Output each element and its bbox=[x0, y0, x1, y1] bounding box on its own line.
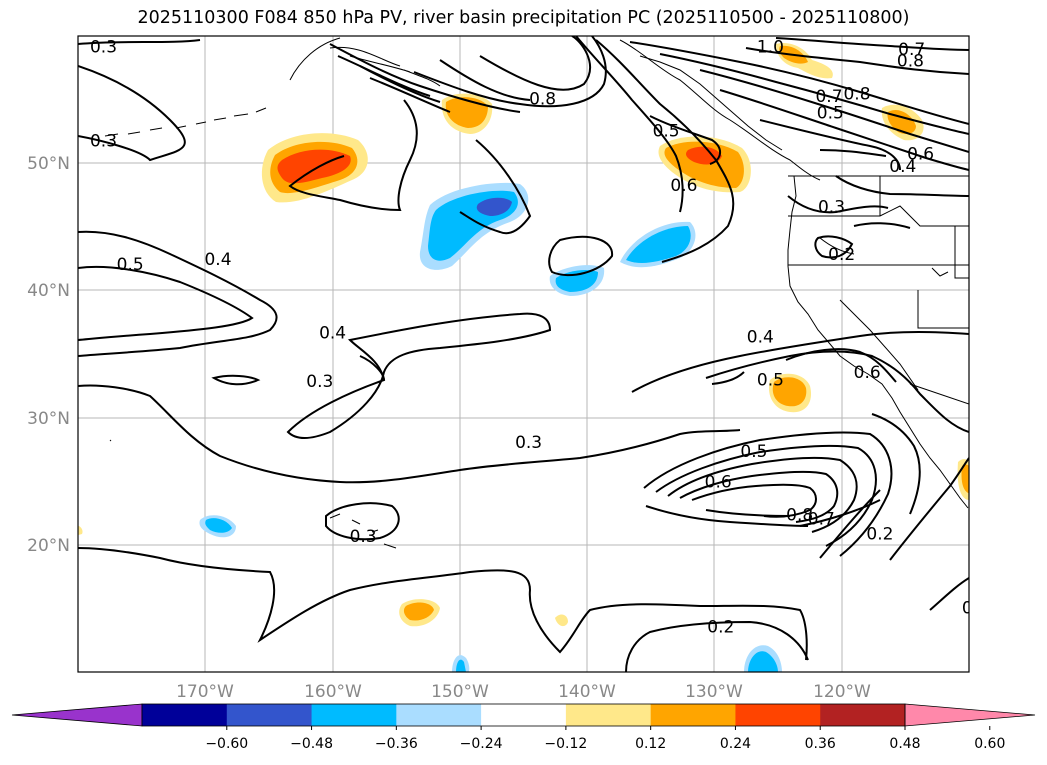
contour-label: 0.5 bbox=[817, 104, 844, 124]
colorbar-tick-label: 0.36 bbox=[805, 736, 836, 752]
contour-label: 0.7 bbox=[808, 509, 835, 529]
map-title: 2025110300 F084 850 hPa PV, river basin … bbox=[137, 8, 910, 28]
colorbar-segment bbox=[311, 704, 397, 726]
lon-label-120w: 120°W bbox=[813, 682, 871, 702]
colorbar-segment bbox=[650, 704, 736, 726]
contour-label: 0.3 bbox=[90, 37, 117, 57]
precip-shading bbox=[78, 42, 969, 672]
contour-label: 0.8 bbox=[529, 90, 556, 110]
colorbar-segment bbox=[481, 704, 567, 726]
contour-label: 0.3 bbox=[306, 372, 333, 392]
colorbar-frame bbox=[141, 703, 906, 727]
map-border bbox=[77, 35, 970, 673]
lat-label-50n: 50°N bbox=[27, 154, 70, 174]
colorbar-tick-label: −0.48 bbox=[290, 736, 333, 752]
contour-label: 0.4 bbox=[889, 157, 916, 177]
contour-label: 0.2 bbox=[707, 618, 734, 638]
contour-label: 0.3 bbox=[90, 132, 117, 152]
contour-label: 0.2 bbox=[962, 598, 989, 618]
contour-label: 0.6 bbox=[705, 473, 732, 493]
contour-label: 0.6 bbox=[854, 363, 881, 383]
contour-label: 0.7 bbox=[815, 87, 842, 107]
lat-label-40n: 40°N bbox=[27, 281, 70, 301]
colorbar-segment bbox=[565, 704, 652, 726]
colorbar-segment bbox=[735, 704, 821, 726]
colorbar-segment bbox=[820, 704, 906, 726]
lon-label-130w: 130°W bbox=[685, 682, 743, 702]
colorbar-tick-label: −0.24 bbox=[460, 736, 503, 752]
contour-label: 1.0 bbox=[757, 37, 784, 57]
contour-label: 0.8 bbox=[786, 506, 813, 526]
colorbar-segment bbox=[142, 704, 228, 726]
contour-label: 0.3 bbox=[818, 198, 845, 218]
contour-label: 0.6 bbox=[907, 144, 934, 164]
colorbar-extend-low bbox=[11, 703, 143, 727]
contour-label: 0.4 bbox=[319, 324, 346, 344]
colorbar-segment bbox=[396, 704, 482, 726]
contour-label: 0.5 bbox=[653, 121, 680, 141]
coastlines bbox=[104, 37, 969, 549]
lon-label-170w: 170°W bbox=[176, 682, 234, 702]
pv-contours bbox=[78, 36, 969, 672]
contour-label: 0.8 bbox=[843, 85, 870, 105]
colorbar-tick-label: 0.24 bbox=[720, 736, 751, 752]
contour-label: 0.2 bbox=[866, 525, 893, 545]
contour-label: 0.2 bbox=[828, 245, 855, 265]
colorbar: −0.60 −0.48 −0.36 −0.24 −0.12 0.12 0.24 0.36 0.4… bbox=[11, 703, 1036, 752]
colorbar-segment bbox=[226, 704, 313, 726]
lat-label-20n: 20°N bbox=[27, 536, 70, 556]
lon-label-160w: 160°W bbox=[304, 682, 362, 702]
colorbar-tick-label: −0.60 bbox=[205, 736, 248, 752]
contour-label: 0.3 bbox=[515, 433, 542, 453]
lon-label-140w: 140°W bbox=[558, 682, 616, 702]
lon-label-150w: 150°W bbox=[431, 682, 489, 702]
colorbar-extend-high bbox=[904, 703, 1036, 727]
map-area bbox=[78, 36, 969, 672]
latitude-axis: 50°N 40°N 30°N 20°N bbox=[27, 154, 70, 556]
contour-label: 0.5 bbox=[117, 255, 144, 275]
colorbar-tick-label: 0.60 bbox=[974, 736, 1005, 752]
contour-label: 0.4 bbox=[204, 250, 231, 270]
contour-label: 0.7 bbox=[898, 40, 925, 60]
lat-label-30n: 30°N bbox=[27, 409, 70, 429]
colorbar-tick-label: 0.12 bbox=[635, 736, 666, 752]
colorbar-tick-label: 0.48 bbox=[889, 736, 920, 752]
contour-label: 0.8 bbox=[897, 51, 924, 71]
colorbar-tick-label: −0.12 bbox=[544, 736, 587, 752]
contour-label: 0.5 bbox=[757, 371, 784, 391]
colorbar-tick-label: −0.36 bbox=[375, 736, 418, 752]
longitude-axis: 170°W 160°W 150°W 140°W 130°W 120°W bbox=[176, 682, 871, 702]
contour-label: 0.5 bbox=[740, 442, 767, 462]
contour-label: 0.4 bbox=[747, 328, 774, 348]
contour-labels: 0.30.30.5 0.40.30.40.30.80.50.61.0 0.70.80… bbox=[90, 37, 989, 638]
contour-label: 0.6 bbox=[670, 176, 697, 196]
contour-label: 0.3 bbox=[350, 527, 377, 547]
